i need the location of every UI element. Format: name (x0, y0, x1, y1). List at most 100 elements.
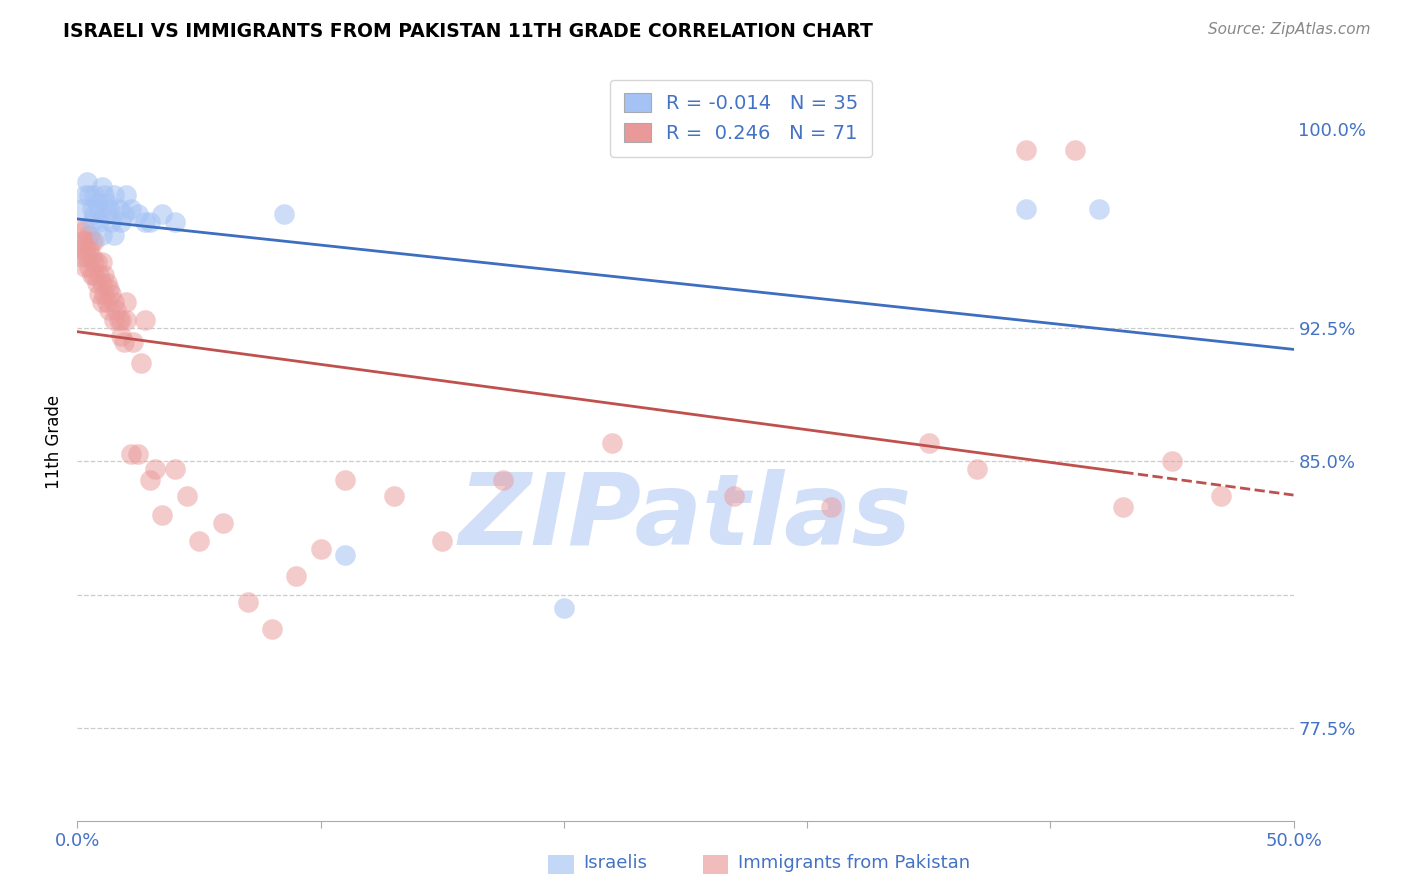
Point (83, 234, 105, 248)
Point (73, 223, 96, 237)
Y-axis label: 11th Grade: 11th Grade (45, 394, 63, 489)
Point (76, 234, 98, 248)
Point (134, 313, 156, 327)
Point (100, 286, 122, 301)
Point (96, 294, 118, 309)
Point (134, 215, 156, 229)
Point (163, 462, 186, 476)
Point (110, 313, 132, 327)
Point (80, 215, 103, 229)
Point (83, 207, 105, 221)
Point (83, 188, 105, 202)
Point (152, 207, 174, 221)
Point (918, 435, 941, 450)
Point (129, 356, 152, 370)
Point (260, 622, 283, 636)
Point (333, 548, 356, 562)
Point (80, 268, 103, 283)
Point (76, 250, 98, 264)
Point (285, 569, 308, 583)
Point (115, 313, 138, 327)
Point (69, 223, 91, 237)
Point (97, 302, 120, 317)
Point (96, 196, 118, 211)
Text: ZIPatlas: ZIPatlas (458, 469, 912, 566)
Point (127, 207, 149, 221)
Point (90, 294, 112, 309)
Point (69, 242, 91, 256)
Point (212, 516, 235, 530)
Point (1112, 500, 1135, 514)
Point (176, 489, 198, 503)
Point (103, 294, 125, 309)
Point (93, 188, 115, 202)
Point (1161, 454, 1184, 468)
Point (80, 234, 103, 248)
Point (93, 268, 115, 283)
Point (97, 202, 120, 216)
Point (73, 188, 96, 202)
Point (96, 277, 118, 291)
Point (89, 268, 111, 283)
Point (70, 234, 93, 248)
Point (73, 260, 96, 275)
Point (139, 215, 162, 229)
Point (107, 202, 129, 216)
Point (115, 188, 138, 202)
Point (86, 277, 108, 291)
Point (139, 473, 162, 487)
Point (83, 268, 105, 283)
Point (112, 334, 135, 349)
Point (1015, 202, 1038, 216)
Legend: R = -0.014   N = 35, R =  0.246   N = 71: R = -0.014 N = 35, R = 0.246 N = 71 (610, 79, 872, 157)
Point (80, 202, 103, 216)
Point (103, 313, 125, 327)
Point (309, 542, 332, 557)
Point (143, 462, 166, 476)
Point (96, 207, 118, 221)
Point (89, 202, 111, 216)
Point (1209, 489, 1232, 503)
Point (112, 207, 135, 221)
Point (97, 282, 120, 296)
Point (163, 215, 186, 229)
Point (100, 215, 122, 229)
Point (103, 188, 125, 202)
Point (120, 446, 142, 460)
Point (79, 260, 101, 275)
Point (1015, 143, 1038, 157)
Point (152, 508, 174, 522)
Point (90, 255, 112, 269)
Text: ISRAELI VS IMMIGRANTS FROM PAKISTAN 11TH GRADE CORRELATION CHART: ISRAELI VS IMMIGRANTS FROM PAKISTAN 11TH… (63, 22, 873, 41)
Point (966, 462, 988, 476)
Point (86, 196, 108, 211)
Point (73, 242, 96, 256)
Point (110, 329, 132, 343)
Point (115, 294, 138, 309)
Point (79, 228, 101, 243)
Point (553, 600, 575, 615)
Point (76, 175, 98, 189)
Point (236, 595, 259, 609)
Point (70, 202, 93, 216)
Point (90, 277, 112, 291)
Point (83, 255, 105, 269)
Point (820, 500, 842, 514)
Point (90, 228, 112, 243)
Point (86, 255, 108, 269)
Point (89, 286, 111, 301)
Point (127, 446, 149, 460)
Point (79, 242, 101, 256)
Text: Source: ZipAtlas.com: Source: ZipAtlas.com (1208, 22, 1371, 37)
Point (492, 473, 515, 487)
Point (90, 180, 112, 194)
Point (93, 286, 115, 301)
Point (430, 534, 453, 549)
Text: Immigrants from Pakistan: Immigrants from Pakistan (738, 855, 970, 872)
Point (1088, 202, 1111, 216)
Point (120, 202, 142, 216)
Point (273, 207, 295, 221)
Point (107, 313, 129, 327)
Point (103, 228, 125, 243)
Point (105, 302, 128, 317)
